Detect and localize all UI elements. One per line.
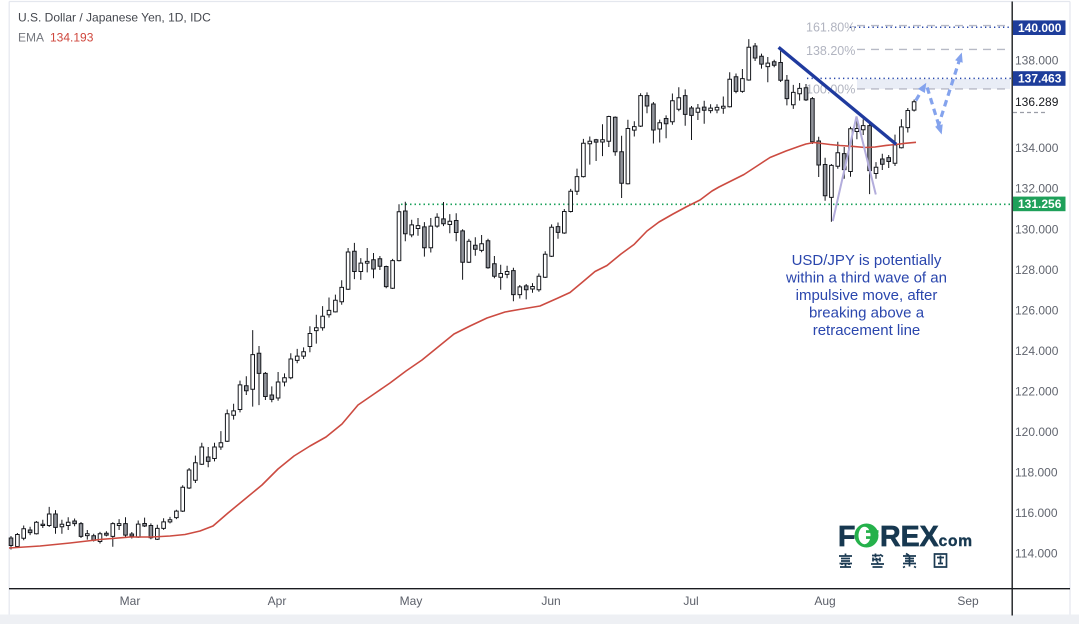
- svg-text:136.289: 136.289: [1015, 95, 1059, 109]
- svg-text:Jun: Jun: [541, 594, 560, 608]
- svg-text:May: May: [400, 594, 423, 608]
- svg-text:118.000: 118.000: [1015, 465, 1058, 479]
- svg-text:138.000: 138.000: [1015, 53, 1059, 67]
- svg-text:124.000: 124.000: [1015, 344, 1059, 358]
- svg-text:EMA: EMA: [18, 31, 44, 45]
- svg-text:U.S. Dollar / Japanese Yen, 1D: U.S. Dollar / Japanese Yen, 1D, IDC: [18, 11, 211, 25]
- svg-text:134.193: 134.193: [50, 31, 94, 45]
- svg-text:140.000: 140.000: [1018, 21, 1062, 35]
- svg-text:retracement line: retracement line: [813, 322, 921, 339]
- svg-text:Aug: Aug: [814, 594, 835, 608]
- svg-text:161.80%: 161.80%: [806, 21, 855, 35]
- svg-text:122.000: 122.000: [1015, 385, 1059, 399]
- svg-text:132.000: 132.000: [1015, 182, 1059, 196]
- svg-text:Sep: Sep: [957, 594, 979, 608]
- svg-text:breaking above a: breaking above a: [809, 305, 925, 322]
- svg-text:134.000: 134.000: [1015, 141, 1059, 155]
- svg-text:Apr: Apr: [268, 594, 287, 608]
- svg-text:F: F: [838, 521, 855, 553]
- svg-text:114.000: 114.000: [1015, 546, 1058, 560]
- svg-text:within a third wave of an: within a third wave of an: [785, 270, 947, 287]
- svg-text:138.20%: 138.20%: [806, 44, 855, 58]
- svg-text:137.463: 137.463: [1018, 72, 1062, 86]
- svg-text:131.256: 131.256: [1018, 197, 1062, 211]
- svg-text:128.000: 128.000: [1015, 263, 1059, 277]
- svg-text:126.000: 126.000: [1015, 304, 1059, 318]
- svg-text:Jul: Jul: [683, 594, 698, 608]
- svg-text:REX: REX: [880, 521, 939, 553]
- svg-text:130.000: 130.000: [1015, 223, 1059, 237]
- svg-text:USD/JPY is potentially: USD/JPY is potentially: [792, 252, 942, 269]
- svg-text:impulsive move, after: impulsive move, after: [796, 287, 938, 304]
- svg-text:116.000: 116.000: [1015, 506, 1058, 520]
- svg-text:.com: .com: [934, 533, 973, 550]
- svg-text:120.000: 120.000: [1015, 425, 1059, 439]
- svg-text:Mar: Mar: [120, 594, 141, 608]
